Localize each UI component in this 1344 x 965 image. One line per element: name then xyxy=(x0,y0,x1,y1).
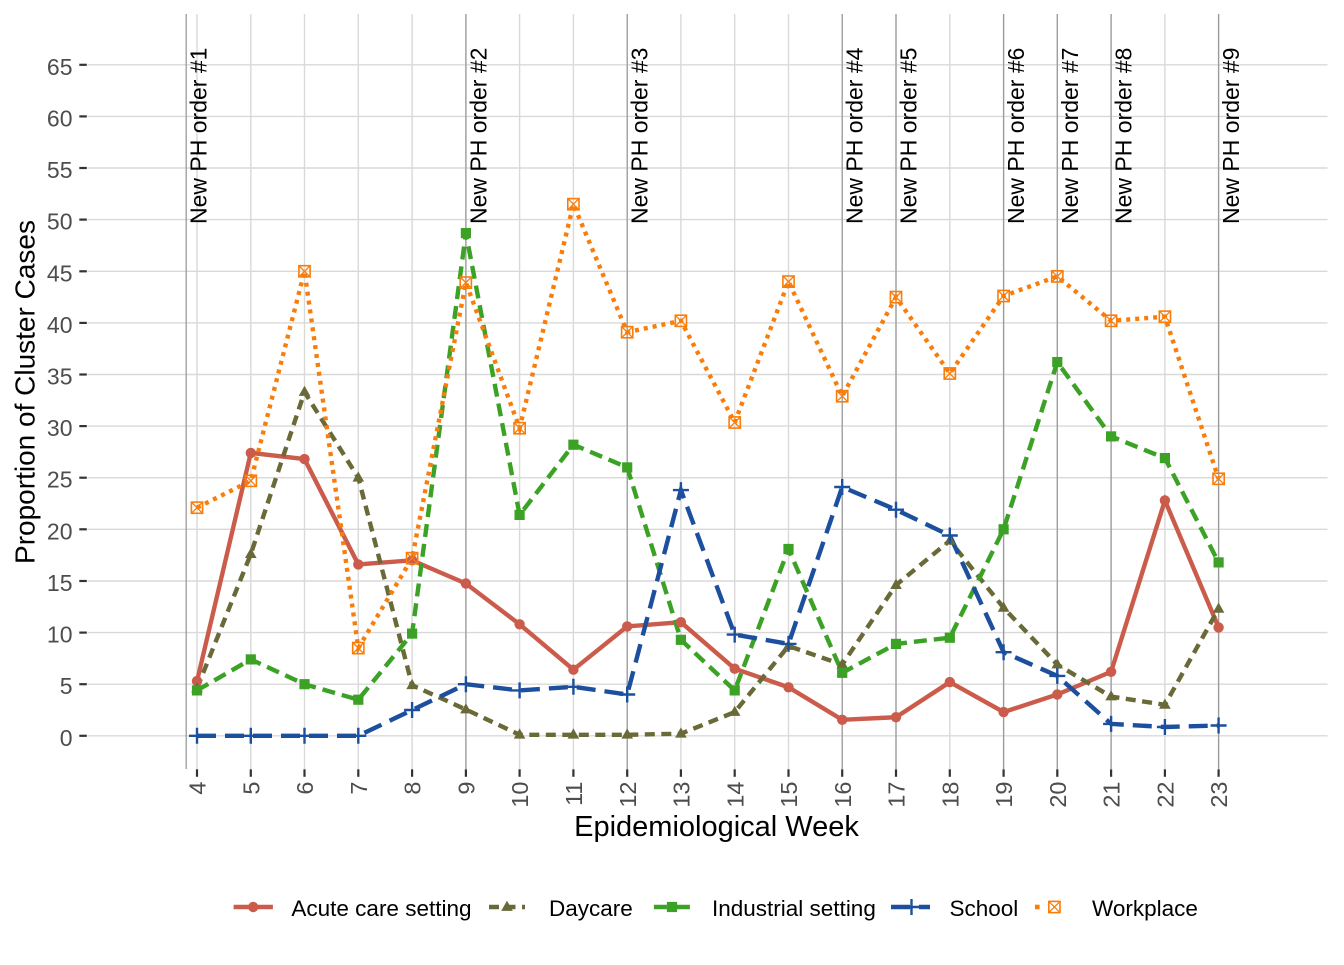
svg-text:23: 23 xyxy=(1206,782,1232,808)
svg-text:55: 55 xyxy=(47,157,73,183)
svg-text:8: 8 xyxy=(400,782,426,795)
svg-text:New PH order #5: New PH order #5 xyxy=(896,48,922,224)
svg-text:19: 19 xyxy=(991,782,1017,808)
svg-text:21: 21 xyxy=(1099,782,1125,808)
svg-text:50: 50 xyxy=(47,209,73,235)
svg-text:New PH order #4: New PH order #4 xyxy=(842,47,868,224)
svg-text:0: 0 xyxy=(60,725,73,751)
svg-text:10: 10 xyxy=(507,782,533,808)
svg-text:12: 12 xyxy=(615,782,641,808)
svg-text:11: 11 xyxy=(561,782,587,806)
svg-text:20: 20 xyxy=(47,518,73,544)
svg-text:5: 5 xyxy=(238,782,264,795)
svg-text:15: 15 xyxy=(47,570,73,596)
svg-text:4: 4 xyxy=(185,782,211,795)
svg-text:Workplace: Workplace xyxy=(1092,896,1198,921)
svg-text:18: 18 xyxy=(937,782,963,808)
svg-text:30: 30 xyxy=(47,415,73,441)
svg-text:9: 9 xyxy=(454,782,480,795)
svg-text:10: 10 xyxy=(47,622,73,648)
svg-text:65: 65 xyxy=(47,54,73,80)
svg-text:Proportion of Cluster Cases: Proportion of Cluster Cases xyxy=(10,220,41,564)
svg-text:New PH order #7: New PH order #7 xyxy=(1057,48,1083,224)
svg-text:15: 15 xyxy=(776,782,802,808)
svg-text:60: 60 xyxy=(47,105,73,131)
svg-text:25: 25 xyxy=(47,467,73,493)
svg-text:7: 7 xyxy=(346,782,372,795)
svg-text:Acute care setting: Acute care setting xyxy=(291,896,471,921)
svg-text:New PH order #3: New PH order #3 xyxy=(627,48,653,224)
svg-text:New PH order #6: New PH order #6 xyxy=(1003,48,1029,224)
svg-text:22: 22 xyxy=(1153,782,1179,808)
svg-text:45: 45 xyxy=(47,260,73,286)
svg-text:14: 14 xyxy=(722,782,748,808)
svg-text:40: 40 xyxy=(47,312,73,338)
svg-text:35: 35 xyxy=(47,364,73,390)
svg-text:New PH order #1: New PH order #1 xyxy=(186,48,212,224)
svg-text:17: 17 xyxy=(884,782,910,808)
svg-text:Daycare: Daycare xyxy=(549,896,633,921)
svg-text:Industrial setting: Industrial setting xyxy=(712,896,876,921)
svg-text:6: 6 xyxy=(292,782,318,795)
svg-text:New PH order #8: New PH order #8 xyxy=(1111,48,1137,224)
svg-text:5: 5 xyxy=(60,673,73,699)
svg-text:16: 16 xyxy=(830,782,856,808)
svg-text:New PH order #2: New PH order #2 xyxy=(465,48,491,224)
svg-text:20: 20 xyxy=(1045,782,1071,808)
svg-text:13: 13 xyxy=(669,782,695,808)
svg-text:New PH order #9: New PH order #9 xyxy=(1218,48,1244,224)
svg-text:School: School xyxy=(950,896,1019,921)
svg-text:Epidemiological Week: Epidemiological Week xyxy=(574,811,859,843)
